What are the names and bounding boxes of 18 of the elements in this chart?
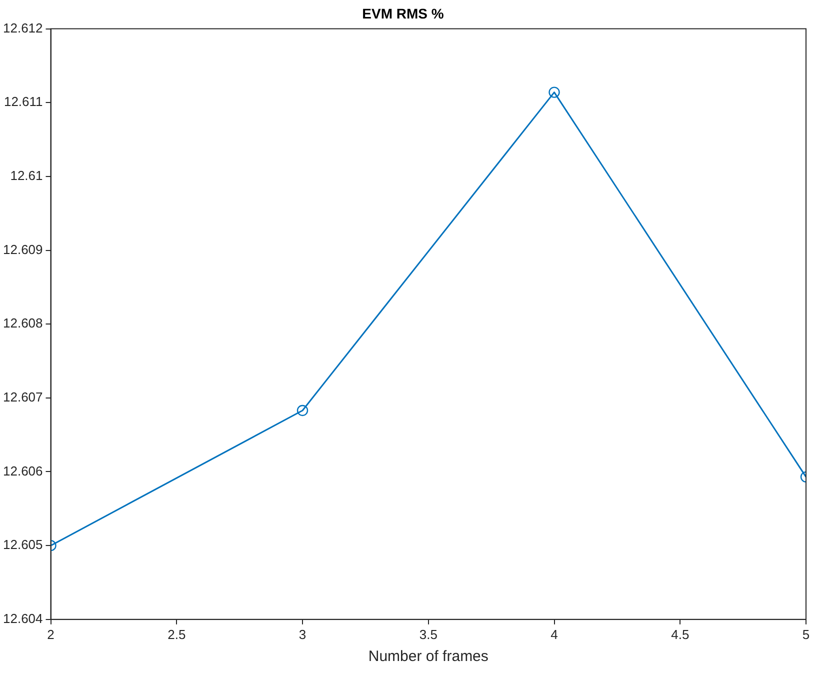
y-tick-label: 12.612 [2,20,43,36]
y-tick-label: 12.611 [4,94,43,110]
x-tick-label: 4.5 [671,626,690,642]
x-tick-label: 2 [47,626,54,642]
x-tick-label: 2.5 [168,626,186,642]
y-tick-label: 12.607 [2,390,43,405]
x-tick-label: 3.5 [419,626,438,642]
y-tick-label: 12.605 [2,537,43,552]
y-tick-label: 12.606 [2,463,43,478]
y-tick-label: 12.604 [2,610,43,626]
y-tick-label: 12.61 [10,168,43,184]
x-axis-title: Number of frames [368,648,488,666]
chart-title: EVM RMS % [362,5,444,22]
x-tick-label: 3 [298,626,306,642]
y-tick-label: 12.609 [2,242,43,257]
y-tick-label: 12.608 [2,316,43,331]
x-tick-label: 4 [550,626,558,642]
x-tick-label: 5 [802,626,810,642]
